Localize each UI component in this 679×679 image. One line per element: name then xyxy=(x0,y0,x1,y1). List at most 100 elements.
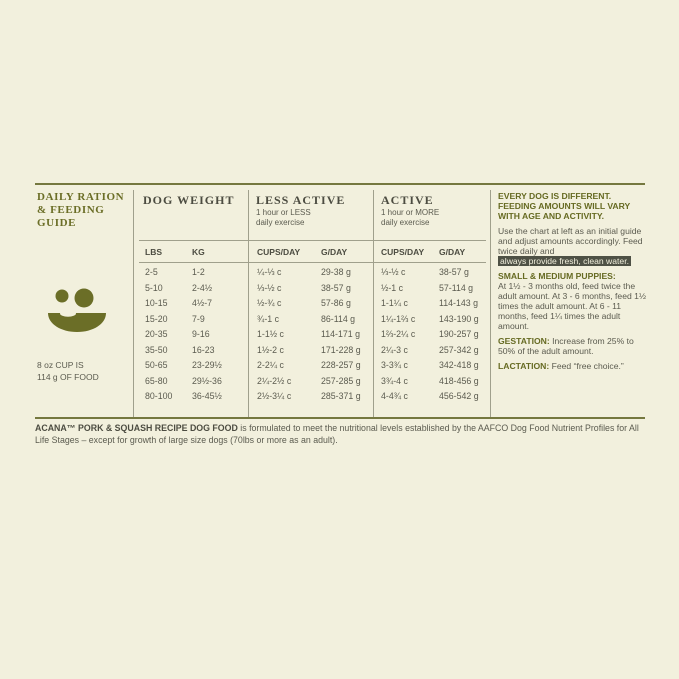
subheader-lbs: LBS xyxy=(145,247,162,257)
cell-kg: 7-9 xyxy=(192,313,205,324)
cell-kg: 2-4½ xyxy=(192,282,213,293)
subheader-less-active-grams: G/DAY xyxy=(321,247,348,257)
subheader-active-grams: G/DAY xyxy=(439,247,466,257)
subheader-active-cups: CUPS/DAY xyxy=(381,247,425,257)
section-title: DAILY RATION & FEEDING GUIDE xyxy=(37,191,125,229)
cell-less-active-grams: 29-38 g xyxy=(321,267,351,277)
cell-kg: 36-45½ xyxy=(192,391,222,401)
feeding-table: 2-5 1-2 ¼-⅓ c 29-38 g ⅓-½ c 38-57 g 5-10… xyxy=(145,265,489,405)
feeding-notes: EVERY DOG IS DIFFERENT. FEEDING AMOUNTS … xyxy=(498,191,648,371)
cell-lbs: 20-35 xyxy=(145,329,168,339)
subheader-less-active-cups: CUPS/DAY xyxy=(257,247,301,257)
cell-active-cups: 1⅔-2¼ c xyxy=(381,329,416,339)
cell-active-cups: 1-1¼ c xyxy=(381,298,408,308)
notes-intro-text: Use the chart at left as an initial guid… xyxy=(498,226,643,256)
active-exercise-line2: daily exercise xyxy=(381,218,430,227)
gestation-label: GESTATION: xyxy=(498,336,550,346)
cell-less-active-grams: 171-228 g xyxy=(321,344,361,355)
cell-kg: 29½-36 xyxy=(192,375,222,386)
cell-active-cups: 1¼-1⅔ c xyxy=(381,313,416,324)
cell-kg: 1-2 xyxy=(192,267,205,277)
lactation-note: LACTATION: Feed “free choice.” xyxy=(498,361,648,371)
header-dog-weight: DOG WEIGHT xyxy=(143,193,235,207)
cell-less-active-grams: 257-285 g xyxy=(321,375,361,386)
cell-kg: 23-29½ xyxy=(192,360,222,370)
cell-lbs: 65-80 xyxy=(145,375,168,386)
cell-less-active-cups: ½-¾ c xyxy=(257,298,282,308)
cell-less-active-cups: ¾-1 c xyxy=(257,313,280,324)
cell-kg: 4½-7 xyxy=(192,298,213,308)
cup-note-line2: 114 g OF FOOD xyxy=(37,371,99,382)
bottom-rule xyxy=(35,417,645,419)
less-active-exercise-line1: 1 hour or LESS xyxy=(256,208,311,217)
table-row: 65-80 29½-36 2¼-2½ c 257-285 g 3¾-4 c 41… xyxy=(145,374,489,390)
cell-less-active-grams: 228-257 g xyxy=(321,360,361,370)
cell-active-grams: 456-542 g xyxy=(439,391,479,401)
aafco-footnote: ACANA™ PORK & SQUASH RECIPE DOG FOOD is … xyxy=(35,423,647,446)
table-row: 35-50 16-23 1½-2 c 171-228 g 2¼-3 c 257-… xyxy=(145,343,489,359)
cell-lbs: 5-10 xyxy=(145,282,163,293)
less-active-exercise-line2: daily exercise xyxy=(256,218,305,227)
active-exercise-line1: 1 hour or MORE xyxy=(381,208,440,217)
cell-active-cups: 4-4¾ c xyxy=(381,391,408,401)
cell-less-active-grams: 86-114 g xyxy=(321,313,356,324)
cell-less-active-cups: ⅓-½ c xyxy=(257,282,282,293)
cell-active-grams: 418-456 g xyxy=(439,375,479,386)
dog-bowl-icon xyxy=(48,288,106,332)
cell-less-active-cups: 2¼-2½ c xyxy=(257,375,292,386)
table-row: 2-5 1-2 ¼-⅓ c 29-38 g ⅓-½ c 38-57 g xyxy=(145,265,489,281)
cell-active-cups: 3¾-4 c xyxy=(381,375,408,386)
cell-lbs: 15-20 xyxy=(145,313,168,324)
table-row: 20-35 9-16 1-1½ c 114-171 g 1⅔-2¼ c 190-… xyxy=(145,327,489,343)
footnote-product-name: ACANA™ PORK & SQUASH RECIPE DOG FOOD xyxy=(35,423,238,433)
cell-less-active-grams: 57-86 g xyxy=(321,298,351,308)
divider xyxy=(373,190,374,417)
cell-kg: 9-16 xyxy=(192,329,210,339)
notes-heading: EVERY DOG IS DIFFERENT. FEEDING AMOUNTS … xyxy=(498,191,631,221)
cell-less-active-cups: 2-2¼ c xyxy=(257,360,284,370)
cell-active-cups: ½-1 c xyxy=(381,282,404,293)
cell-less-active-grams: 114-171 g xyxy=(321,329,360,339)
cell-less-active-cups: 1-1½ c xyxy=(257,329,284,339)
puppies-note: SMALL & MEDIUM PUPPIES: At 1½ - 3 months … xyxy=(498,271,648,331)
divider xyxy=(490,190,491,417)
lactation-text: Feed “free choice.” xyxy=(549,361,624,371)
cell-active-grams: 114-143 g xyxy=(439,298,478,308)
cell-lbs: 10-15 xyxy=(145,298,168,308)
table-row: 5-10 2-4½ ⅓-½ c 38-57 g ½-1 c 57-114 g xyxy=(145,281,489,297)
cell-active-grams: 38-57 g xyxy=(439,267,469,277)
footnote-text: is formulated to meet the nutritional le… xyxy=(35,423,639,445)
subheader-top-line xyxy=(139,240,486,241)
cell-less-active-cups: ¼-⅓ c xyxy=(257,267,282,277)
cell-lbs: 2-5 xyxy=(145,267,158,277)
table-row: 80-100 36-45½ 2½-3¼ c 285-371 g 4-4¾ c 4… xyxy=(145,389,489,405)
header-less-active: LESS ACTIVE xyxy=(256,193,346,207)
water-highlight: always provide fresh, clean water. xyxy=(498,256,631,266)
notes-intro: Use the chart at left as an initial guid… xyxy=(498,226,648,266)
cell-active-grams: 342-418 g xyxy=(439,360,479,370)
table-subheader-row: LBS KG CUPS/DAY G/DAY CUPS/DAY G/DAY xyxy=(145,247,489,259)
cell-lbs: 50-65 xyxy=(145,360,168,370)
cup-note: 8 oz CUP IS 114 g OF FOOD xyxy=(37,360,99,383)
cell-less-active-cups: 1½-2 c xyxy=(257,344,284,355)
cell-lbs: 35-50 xyxy=(145,344,168,355)
gestation-text: Increase from 25% to 50% of the adult am… xyxy=(498,336,634,356)
cell-active-grams: 257-342 g xyxy=(439,344,479,355)
top-rule xyxy=(35,183,645,185)
header-active: ACTIVE xyxy=(381,193,434,207)
gestation-note: GESTATION: Increase from 25% to 50% of t… xyxy=(498,336,648,356)
subheader-kg: KG xyxy=(192,247,205,257)
cell-less-active-cups: 2½-3¼ c xyxy=(257,391,292,401)
cell-active-grams: 57-114 g xyxy=(439,282,474,293)
lactation-label: LACTATION: xyxy=(498,361,550,371)
cell-active-cups: 3-3¾ c xyxy=(381,360,408,370)
cell-active-grams: 143-190 g xyxy=(439,313,479,324)
table-row: 50-65 23-29½ 2-2¼ c 228-257 g 3-3¾ c 342… xyxy=(145,358,489,374)
table-row: 15-20 7-9 ¾-1 c 86-114 g 1¼-1⅔ c 143-190… xyxy=(145,312,489,328)
cell-lbs: 80-100 xyxy=(145,391,173,401)
cell-less-active-grams: 285-371 g xyxy=(321,391,361,401)
divider xyxy=(133,190,134,417)
puppies-text: At 1½ - 3 months old, feed twice the adu… xyxy=(498,281,647,331)
table-row: 10-15 4½-7 ½-¾ c 57-86 g 1-1¼ c 114-143 … xyxy=(145,296,489,312)
cell-kg: 16-23 xyxy=(192,344,215,355)
